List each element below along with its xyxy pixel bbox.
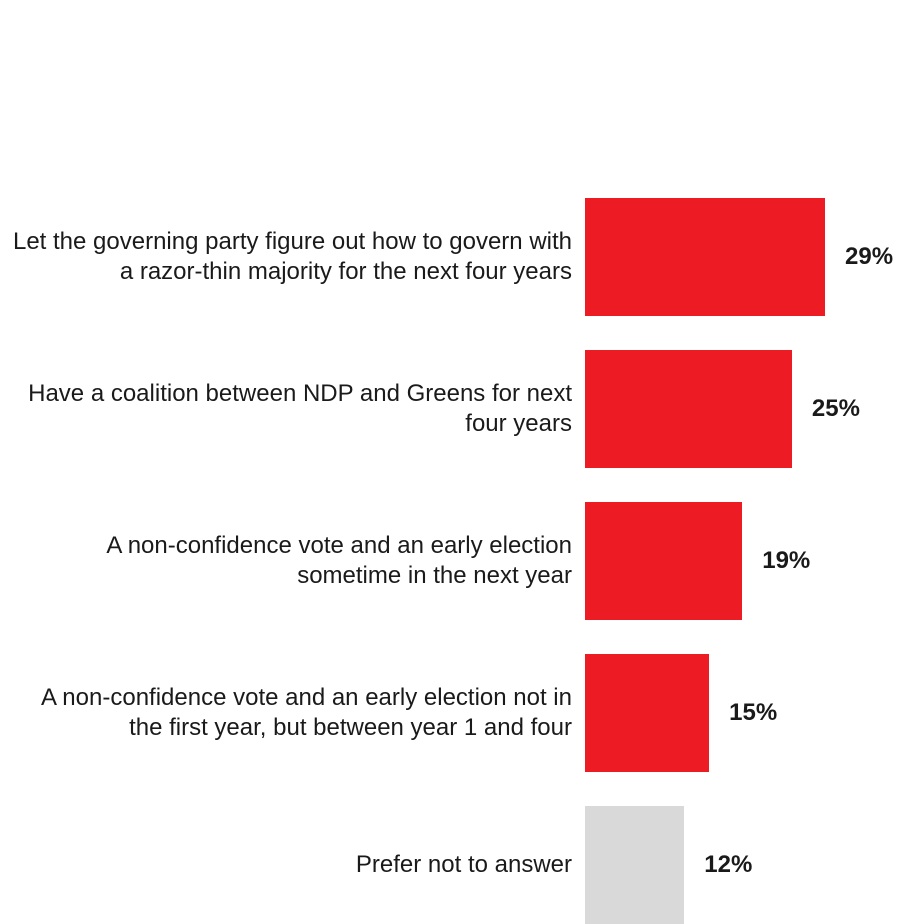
category-label: A non-confidence vote and an early elect… (40, 684, 572, 741)
bar (585, 806, 685, 924)
value-label: 15% (729, 699, 778, 726)
bar (585, 502, 743, 620)
category-label: A non-confidence vote and an early elect… (106, 532, 572, 589)
value-label: 19% (762, 547, 811, 574)
category-label: Have a coalition between NDP and Greens … (28, 380, 572, 437)
bar (585, 654, 710, 772)
bar (585, 350, 792, 468)
category-label: Let the governing party figure out how t… (12, 228, 572, 285)
value-label: 29% (845, 243, 894, 270)
bar (585, 198, 825, 316)
category-label: Prefer not to answer (355, 851, 572, 878)
value-label: 25% (811, 395, 860, 422)
value-label: 12% (704, 851, 753, 878)
